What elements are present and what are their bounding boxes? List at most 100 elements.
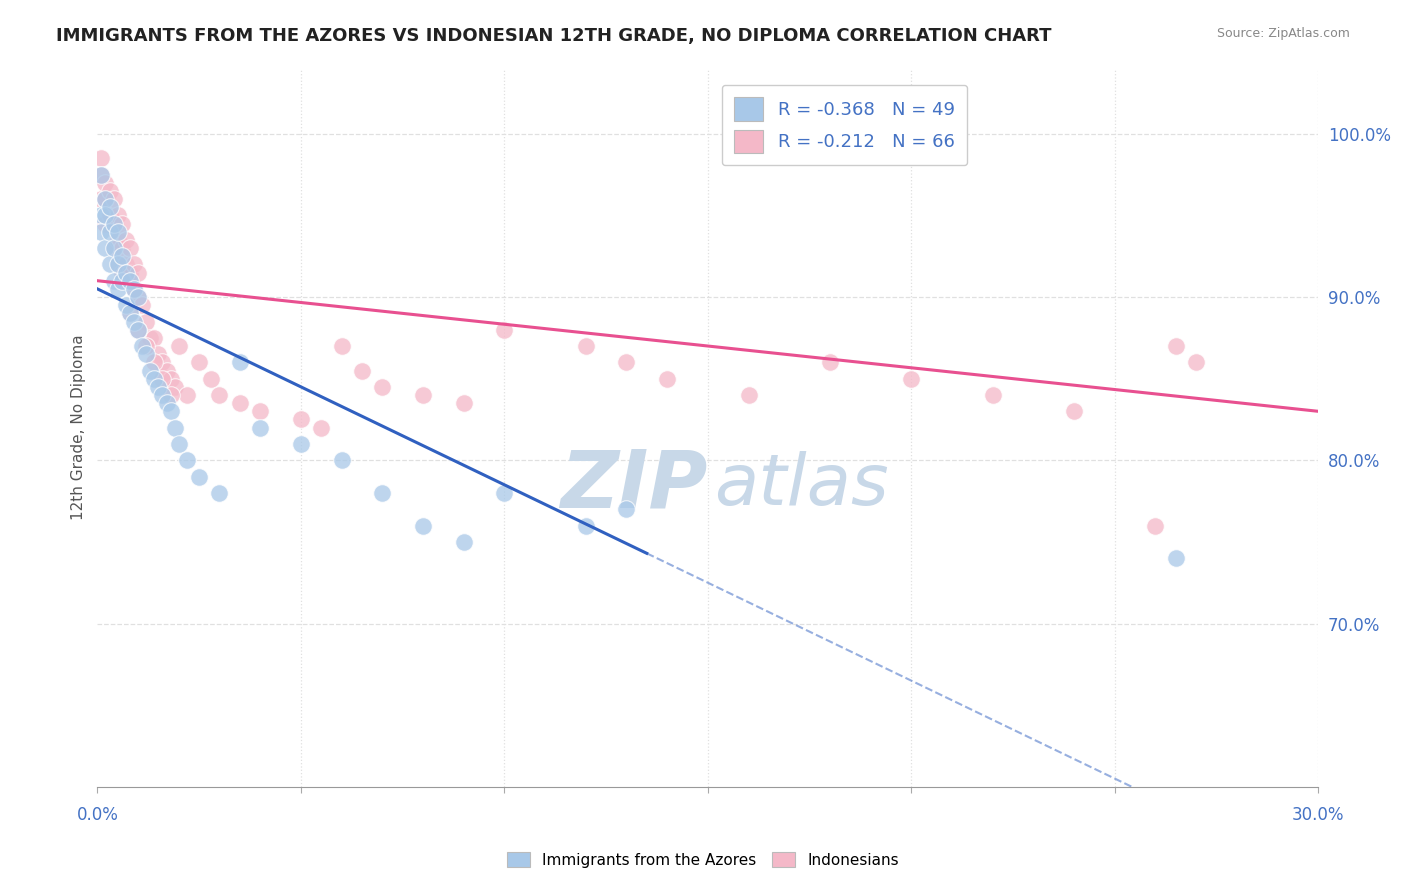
Text: ZIP: ZIP xyxy=(561,446,707,524)
Point xyxy=(94,176,117,190)
Point xyxy=(90,209,112,223)
Point xyxy=(1164,551,1187,566)
Point xyxy=(139,331,162,345)
Point xyxy=(122,282,145,296)
Point xyxy=(118,274,141,288)
Point xyxy=(616,355,638,369)
Point xyxy=(494,323,516,337)
Point xyxy=(818,355,841,369)
Point xyxy=(371,380,394,394)
Point xyxy=(616,502,638,516)
Point xyxy=(249,404,271,418)
Point xyxy=(152,372,174,386)
Point xyxy=(163,380,186,394)
Point xyxy=(127,290,149,304)
Point xyxy=(90,151,112,165)
Point xyxy=(94,241,117,255)
Point xyxy=(111,217,134,231)
Point xyxy=(103,241,125,255)
Point xyxy=(176,453,198,467)
Point xyxy=(371,486,394,500)
Point xyxy=(1144,518,1167,533)
Text: 30.0%: 30.0% xyxy=(1292,806,1344,824)
Point xyxy=(350,363,373,377)
Point xyxy=(122,282,145,296)
Point xyxy=(115,266,138,280)
Point xyxy=(155,363,177,377)
Point xyxy=(103,217,125,231)
Point xyxy=(98,184,121,198)
Point xyxy=(148,347,170,361)
Legend: R = -0.368   N = 49, R = -0.212   N = 66: R = -0.368 N = 49, R = -0.212 N = 66 xyxy=(721,85,967,165)
Point xyxy=(159,404,181,418)
Point xyxy=(167,437,190,451)
Point xyxy=(229,396,252,410)
Legend: Immigrants from the Azores, Indonesians: Immigrants from the Azores, Indonesians xyxy=(499,844,907,875)
Point xyxy=(115,233,138,247)
Point xyxy=(148,380,170,394)
Point xyxy=(159,388,181,402)
Point xyxy=(111,241,134,255)
Text: 0.0%: 0.0% xyxy=(76,806,118,824)
Point xyxy=(107,257,129,271)
Point xyxy=(453,535,475,549)
Point xyxy=(208,486,231,500)
Point xyxy=(155,396,177,410)
Point xyxy=(98,225,121,239)
Point xyxy=(127,323,149,337)
Point xyxy=(118,306,141,320)
Point xyxy=(575,339,598,353)
Point xyxy=(107,257,129,271)
Point xyxy=(94,209,117,223)
Point xyxy=(90,168,112,182)
Point xyxy=(143,331,166,345)
Point xyxy=(98,209,121,223)
Point xyxy=(494,486,516,500)
Point xyxy=(122,257,145,271)
Point xyxy=(139,363,162,377)
Point xyxy=(163,420,186,434)
Point xyxy=(111,249,134,263)
Point xyxy=(309,420,332,434)
Point xyxy=(111,274,134,288)
Point xyxy=(412,518,434,533)
Point xyxy=(737,388,759,402)
Point xyxy=(115,257,138,271)
Point xyxy=(98,200,121,214)
Point xyxy=(159,372,181,386)
Point xyxy=(131,339,153,353)
Point xyxy=(111,266,134,280)
Point xyxy=(107,209,129,223)
Text: atlas: atlas xyxy=(714,450,889,520)
Text: IMMIGRANTS FROM THE AZORES VS INDONESIAN 12TH GRADE, NO DIPLOMA CORRELATION CHAR: IMMIGRANTS FROM THE AZORES VS INDONESIAN… xyxy=(56,27,1052,45)
Point xyxy=(412,388,434,402)
Point xyxy=(115,298,138,312)
Point xyxy=(122,314,145,328)
Point xyxy=(152,388,174,402)
Point xyxy=(103,217,125,231)
Point xyxy=(143,355,166,369)
Point xyxy=(118,266,141,280)
Point xyxy=(1063,404,1085,418)
Point xyxy=(103,192,125,206)
Point xyxy=(107,233,129,247)
Point xyxy=(200,372,222,386)
Point xyxy=(575,518,598,533)
Point xyxy=(107,225,129,239)
Point xyxy=(330,339,353,353)
Point xyxy=(229,355,252,369)
Point xyxy=(90,225,112,239)
Point xyxy=(176,388,198,402)
Point xyxy=(118,241,141,255)
Point xyxy=(330,453,353,467)
Y-axis label: 12th Grade, No Diploma: 12th Grade, No Diploma xyxy=(72,334,86,520)
Point xyxy=(103,274,125,288)
Point xyxy=(135,347,157,361)
Text: Source: ZipAtlas.com: Source: ZipAtlas.com xyxy=(1216,27,1350,40)
Point xyxy=(90,192,112,206)
Point xyxy=(90,168,112,182)
Point xyxy=(188,355,211,369)
Point xyxy=(94,192,117,206)
Point xyxy=(131,298,153,312)
Point xyxy=(290,412,312,426)
